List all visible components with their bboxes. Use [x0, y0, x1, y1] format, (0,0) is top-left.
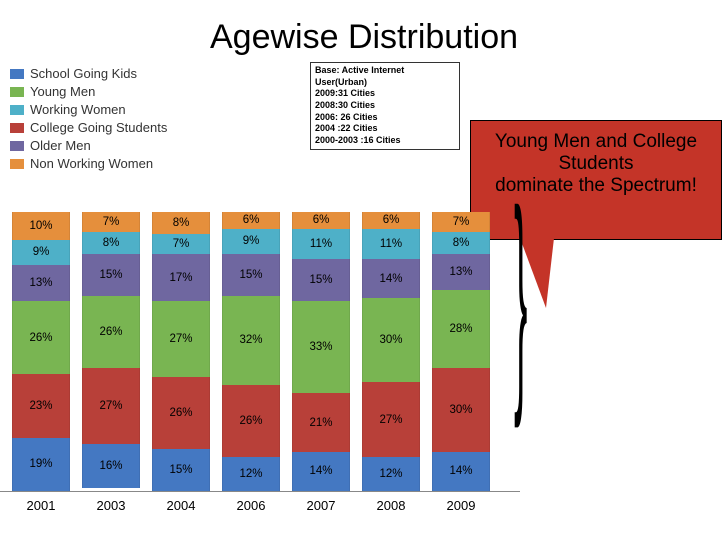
x-axis-label: 2004	[152, 498, 210, 513]
legend-label: Working Women	[30, 102, 126, 117]
bar-segment: 14%	[362, 259, 420, 298]
bar-segment: 11%	[362, 229, 420, 260]
bar-segment: 9%	[222, 229, 280, 254]
legend-swatch	[10, 159, 24, 169]
bar-segment: 6%	[362, 212, 420, 229]
legend-swatch	[10, 87, 24, 97]
bar-segment: 8%	[82, 232, 140, 254]
bar-segment: 7%	[152, 234, 210, 254]
page-title: Agewise Distribution	[0, 0, 728, 63]
bar-segment: 15%	[82, 254, 140, 296]
bar-segment: 7%	[432, 212, 490, 232]
bar-segment: 15%	[222, 254, 280, 296]
bar-segment: 23%	[12, 374, 70, 438]
bar-segment: 9%	[12, 240, 70, 265]
base-box-line: 2004 :22 Cities	[315, 123, 455, 135]
bar-segment: 14%	[432, 452, 490, 491]
bar-segment: 12%	[362, 457, 420, 490]
legend-item: Non Working Women	[10, 156, 167, 171]
legend-item: Older Men	[10, 138, 167, 153]
legend-label: College Going Students	[30, 120, 167, 135]
legend-label: Young Men	[30, 84, 95, 99]
x-axis-label: 2008	[362, 498, 420, 513]
bar-segment: 26%	[222, 385, 280, 458]
bar-segment: 17%	[152, 254, 210, 301]
bar-segment: 26%	[82, 296, 140, 369]
bar-segment: 32%	[222, 296, 280, 385]
legend-swatch	[10, 69, 24, 79]
legend-swatch	[10, 123, 24, 133]
bar-column: 8%7%17%27%26%15%	[152, 212, 210, 491]
legend-item: School Going Kids	[10, 66, 167, 81]
base-box-line: 2009:31 Cities	[315, 88, 455, 100]
bar-segment: 21%	[292, 393, 350, 452]
x-axis-label: 2003	[82, 498, 140, 513]
bar-segment: 12%	[222, 457, 280, 490]
base-box-line: Base: Active Internet User(Urban)	[315, 65, 455, 88]
bar-segment: 27%	[82, 368, 140, 443]
bar-segment: 15%	[152, 449, 210, 491]
legend-label: Non Working Women	[30, 156, 153, 171]
legend-label: School Going Kids	[30, 66, 137, 81]
callout-line: Young Men and College	[471, 131, 721, 153]
x-axis-label: 2001	[12, 498, 70, 513]
x-axis-label: 2006	[222, 498, 280, 513]
callout-line: Students	[471, 153, 721, 175]
base-box-line: 2008:30 Cities	[315, 100, 455, 112]
bar-segment: 15%	[292, 259, 350, 301]
bar-segment: 10%	[12, 212, 70, 240]
x-axis-label: 2007	[292, 498, 350, 513]
bar-column: 7%8%15%26%27%16%	[82, 212, 140, 491]
bar-segment: 26%	[12, 301, 70, 374]
legend-item: College Going Students	[10, 120, 167, 135]
bar-segment: 14%	[292, 452, 350, 491]
bars-container: 10%9%13%26%23%19%7%8%15%26%27%16%8%7%17%…	[0, 212, 520, 492]
bar-segment: 13%	[12, 265, 70, 301]
bar-segment: 26%	[152, 377, 210, 450]
x-axis: 2001 2003 2004 2006 2007 2008 2009	[12, 498, 502, 513]
legend-item: Young Men	[10, 84, 167, 99]
bar-segment: 27%	[152, 301, 210, 376]
bar-segment: 33%	[292, 301, 350, 393]
bar-segment: 30%	[362, 298, 420, 382]
bar-column: 6%11%15%33%21%14%	[292, 212, 350, 491]
base-box-line: 2006: 26 Cities	[315, 112, 455, 124]
curly-brace-icon: }	[514, 176, 527, 416]
bar-segment: 7%	[82, 212, 140, 232]
bar-column: 6%11%14%30%27%12%	[362, 212, 420, 491]
callout-line: dominate the Spectrum!	[471, 175, 721, 197]
bar-segment: 28%	[432, 290, 490, 368]
bar-segment: 6%	[292, 212, 350, 229]
x-axis-label: 2009	[432, 498, 490, 513]
bar-segment: 16%	[82, 444, 140, 489]
bar-column: 6%9%15%32%26%12%	[222, 212, 280, 491]
bar-column: 7%8%13%28%30%14%	[432, 212, 490, 491]
bar-column: 10%9%13%26%23%19%	[12, 212, 70, 491]
bar-segment: 11%	[292, 229, 350, 260]
bar-segment: 19%	[12, 438, 70, 491]
legend-label: Older Men	[30, 138, 91, 153]
bar-segment: 27%	[362, 382, 420, 457]
bar-segment: 8%	[152, 212, 210, 234]
base-box-line: 2000-2003 :16 Cities	[315, 135, 455, 147]
stacked-bar-chart: 10%9%13%26%23%19%7%8%15%26%27%16%8%7%17%…	[0, 212, 520, 492]
bar-segment: 30%	[432, 368, 490, 452]
legend-swatch	[10, 105, 24, 115]
legend-swatch	[10, 141, 24, 151]
base-info-box: Base: Active Internet User(Urban)2009:31…	[310, 62, 460, 150]
bar-segment: 8%	[432, 232, 490, 254]
legend: School Going Kids Young Men Working Women C…	[10, 66, 167, 174]
legend-item: Working Women	[10, 102, 167, 117]
bar-segment: 13%	[432, 254, 490, 290]
bar-segment: 6%	[222, 212, 280, 229]
